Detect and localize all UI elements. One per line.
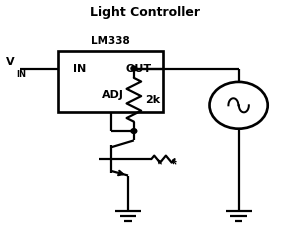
Text: IN: IN xyxy=(16,70,26,79)
Text: 2k: 2k xyxy=(146,95,161,105)
Circle shape xyxy=(131,66,137,71)
Text: V: V xyxy=(6,57,15,67)
Text: ADJ: ADJ xyxy=(102,90,124,100)
Text: Light Controller: Light Controller xyxy=(91,6,200,19)
Text: LM338: LM338 xyxy=(91,36,130,46)
Text: OUT: OUT xyxy=(125,63,151,73)
Bar xyxy=(58,51,163,112)
Circle shape xyxy=(210,82,268,129)
Text: IN: IN xyxy=(73,63,86,73)
Circle shape xyxy=(131,129,137,133)
